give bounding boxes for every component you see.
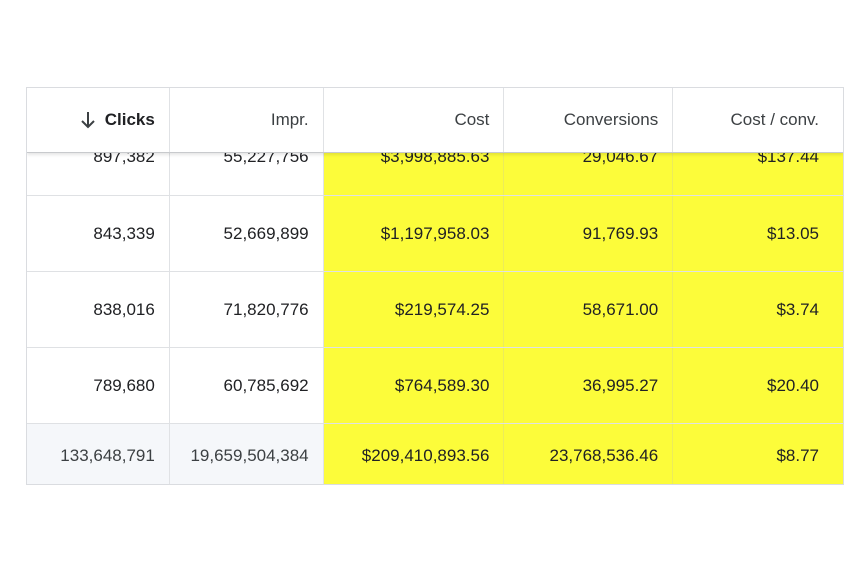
cell-impressions: 71,820,776 <box>170 272 324 347</box>
data-table: Clicks Impr. Cost Conversions Cost / con… <box>26 87 844 485</box>
total-clicks: 133,648,791 <box>27 424 170 484</box>
column-header-label: Impr. <box>270 110 309 129</box>
cell-conversions: 36,995.27 <box>504 348 674 423</box>
cell-clicks: 843,339 <box>27 196 170 271</box>
cell-impressions: 55,227,756 <box>170 152 324 195</box>
column-header-label: Cost <box>454 110 490 129</box>
cell-impressions: 60,785,692 <box>170 348 324 423</box>
cell-cost: $219,574.25 <box>323 272 505 347</box>
cell-conversions: 29,046.67 <box>504 152 674 195</box>
totals-row: 133,648,791 19,659,504,384 $209,410,893.… <box>27 424 843 484</box>
cell-impressions: 52,669,899 <box>170 196 324 271</box>
column-header-clicks[interactable]: Clicks <box>27 88 170 152</box>
cell-conversions: 91,769.93 <box>504 196 674 271</box>
column-header-label: Clicks <box>104 110 155 129</box>
cell-cost: $764,589.30 <box>323 348 505 423</box>
column-header-label: Cost / conv. <box>730 110 820 129</box>
cell-conversions: 58,671.00 <box>504 272 674 347</box>
column-header-cost-per-conversion[interactable]: Cost / conv. <box>673 88 843 152</box>
table-body[interactable]: 897,382 55,227,756 $3,998,885.63 29,046.… <box>27 152 843 484</box>
arrow-down-icon[interactable] <box>79 110 97 130</box>
cell-cost: $3,998,885.63 <box>323 152 505 195</box>
table-row[interactable]: 838,016 71,820,776 $219,574.25 58,671.00… <box>27 272 843 348</box>
cell-cost-per-conversion: $13.05 <box>673 196 843 271</box>
total-impressions: 19,659,504,384 <box>169 424 324 484</box>
total-cost-per-conversion: $8.77 <box>673 424 843 484</box>
cell-clicks: 789,680 <box>27 348 170 423</box>
cell-cost: $1,197,958.03 <box>323 196 505 271</box>
column-header-conversions[interactable]: Conversions <box>504 88 674 152</box>
total-conversions: 23,768,536.46 <box>504 424 674 484</box>
cell-clicks: 838,016 <box>27 272 170 347</box>
cell-clicks: 897,382 <box>27 152 170 195</box>
cell-cost-per-conversion: $137.44 <box>673 152 843 195</box>
table-row[interactable]: 843,339 52,669,899 $1,197,958.03 91,769.… <box>27 196 843 272</box>
column-header-label: Conversions <box>563 110 659 129</box>
table-row[interactable]: 789,680 60,785,692 $764,589.30 36,995.27… <box>27 348 843 424</box>
column-header-cost[interactable]: Cost <box>324 88 505 152</box>
total-cost: $209,410,893.56 <box>323 424 505 484</box>
table-header: Clicks Impr. Cost Conversions Cost / con… <box>27 88 843 153</box>
cell-cost-per-conversion: $20.40 <box>673 348 843 423</box>
column-header-impressions[interactable]: Impr. <box>170 88 324 152</box>
table-row[interactable]: 897,382 55,227,756 $3,998,885.63 29,046.… <box>27 152 843 196</box>
cell-cost-per-conversion: $3.74 <box>673 272 843 347</box>
